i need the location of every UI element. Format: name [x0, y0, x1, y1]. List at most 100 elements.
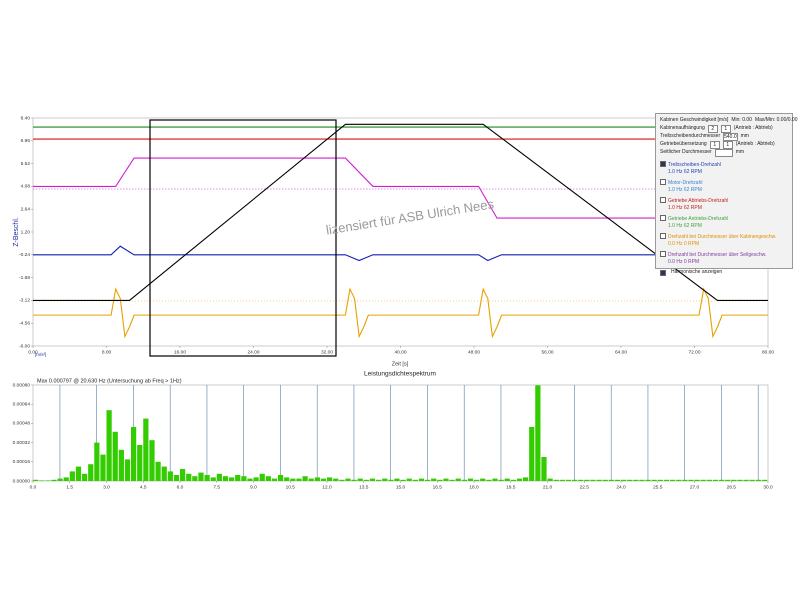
label: Getriebeübersetzung [660, 140, 707, 147]
bar [461, 479, 467, 481]
label: Kabinenaufhängung [660, 124, 705, 131]
legend-label: Getriebe Abtriebs-Drehzahl [668, 197, 729, 204]
checkbox[interactable] [660, 214, 666, 221]
x-tick-label: 8.00 [102, 349, 112, 355]
bar [443, 478, 449, 481]
y-tick-label: 6.96 [21, 138, 31, 144]
checkbox[interactable] [660, 178, 666, 185]
bar [369, 478, 376, 481]
input[interactable]: 2 [707, 124, 718, 133]
checkbox[interactable] [660, 196, 666, 203]
legend-entry[interactable]: Motor-Drehzahl 1.0 Hz 62 RPM [660, 178, 788, 195]
y-tick-label: -4.56 [19, 320, 30, 326]
checkbox[interactable] [660, 270, 666, 277]
y-tick-label: -3.12 [19, 298, 30, 304]
x-tick-label: 15.0 [396, 484, 406, 490]
data-line [33, 157, 768, 219]
checkbox[interactable] [660, 250, 666, 257]
bar [229, 477, 235, 481]
bar [529, 427, 535, 481]
input[interactable] [714, 148, 733, 157]
x-axis-label: Zeit [s] [392, 361, 409, 367]
legend-entry[interactable]: Getriebe Antriebs-Drehzahl 1.0 Hz 62 RPM [660, 214, 788, 231]
bar [39, 480, 45, 481]
bar [700, 479, 706, 481]
bar [33, 479, 39, 481]
bar [149, 440, 155, 481]
bar [749, 479, 755, 481]
legend-label: Drehzahl bei Durchmesser über Kabinenges… [668, 233, 777, 240]
value: Max/Min: 0.00/0.00 [754, 117, 798, 123]
y-tick-label: 5.52 [21, 161, 31, 167]
bar [547, 478, 553, 481]
unit: (Antrieb : Abtrieb) [733, 124, 773, 131]
bar [590, 479, 596, 481]
legend-entry[interactable]: Getriebe Abtriebs-Drehzahl 1.0 Hz 62 RPM [660, 196, 788, 213]
bar [376, 479, 382, 481]
bar [467, 478, 474, 481]
bar [143, 418, 149, 481]
bar [100, 454, 106, 481]
input[interactable]: 1 [709, 140, 720, 149]
x-tick-label: 0.0 [30, 484, 37, 490]
bar [180, 469, 186, 481]
bar [222, 476, 229, 481]
legend-label: Motor-Drehzahl [668, 179, 703, 186]
y-axis-label: Z-Beschl. [13, 217, 20, 247]
bar [167, 471, 173, 481]
bar [339, 479, 345, 481]
x-tick-label: 19.5 [506, 484, 516, 490]
checkbox[interactable] [660, 160, 666, 167]
bar [719, 479, 725, 481]
annotation: Max 0.000797 @ 20.630 Hz (Untersuchung a… [37, 378, 182, 384]
x-tick-label: 16.00 [174, 349, 186, 355]
legend-entry[interactable]: Drehzahl bei Durchmesser über Seilgeschw… [660, 250, 788, 267]
label: Harmonische anzeigen [671, 268, 723, 275]
bar [186, 473, 192, 481]
bar [725, 479, 731, 481]
bar [388, 479, 394, 481]
bar [57, 478, 63, 481]
bar [241, 476, 247, 481]
bar [308, 478, 314, 481]
bar [425, 479, 431, 481]
x-tick-label: 3.0 [103, 484, 110, 490]
input[interactable]: 540.0 [723, 132, 738, 141]
legend-detail: 1.0 Hz 62 RPM [668, 223, 702, 229]
legend: Treibscheiben-Drehzahl 1.0 Hz 62 RPM Motor… [660, 160, 788, 267]
unit: mm [740, 132, 749, 139]
y-tick-label: 0.00064 [13, 401, 31, 407]
selection-box[interactable] [149, 119, 337, 357]
bar [320, 478, 327, 481]
bar [271, 478, 278, 481]
x-tick-label: 27.0 [690, 484, 700, 490]
legend-entry[interactable]: Treibscheiben-Drehzahl 1.0 Hz 62 RPM [660, 160, 788, 177]
bar [253, 477, 259, 481]
bar [474, 479, 480, 481]
y-tick-label: 0.00080 [13, 382, 31, 388]
bar [137, 445, 143, 481]
input[interactable]: 1 [722, 140, 733, 149]
bar [712, 479, 719, 481]
bar [694, 479, 700, 481]
checkbox[interactable] [660, 232, 666, 239]
data-line [33, 245, 768, 262]
bar [259, 473, 265, 481]
x-tick-label: 0.00 [28, 349, 38, 355]
bar [216, 473, 222, 481]
bar [761, 479, 768, 481]
bar [553, 479, 559, 481]
bar [75, 466, 82, 481]
bar [51, 479, 57, 481]
y-tick-label: -1.68 [19, 275, 30, 281]
x-tick-label: 10.5 [286, 484, 296, 490]
legend-entry[interactable]: Drehzahl bei Durchmesser über Kabinenges… [660, 232, 788, 249]
y-tick-label: 0.00032 [13, 440, 31, 446]
input[interactable]: 1 [720, 124, 731, 133]
bar [363, 479, 369, 481]
y-tick-label: 8.40 [21, 115, 31, 121]
bar [302, 476, 308, 481]
bar [406, 478, 412, 481]
y-tick-label: 1.20 [21, 229, 31, 235]
bar [596, 479, 602, 481]
